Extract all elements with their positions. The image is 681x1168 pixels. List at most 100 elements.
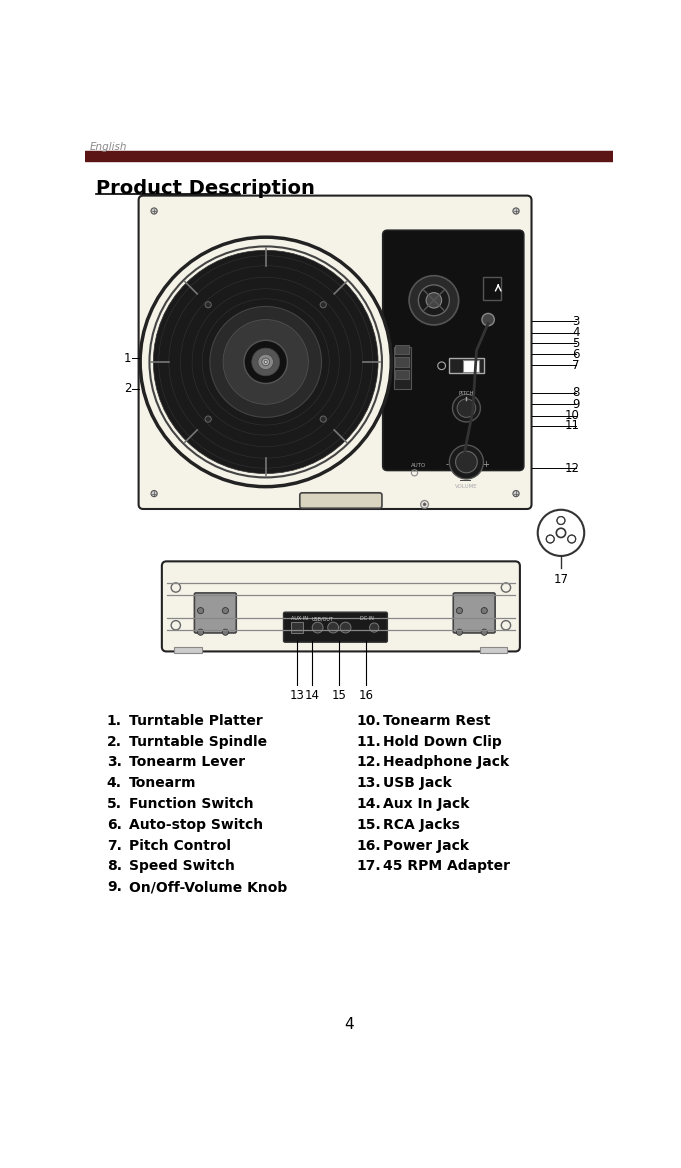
Text: 45 RPM Adapter: 45 RPM Adapter	[383, 860, 511, 874]
Text: Tonearm Rest: Tonearm Rest	[383, 714, 491, 728]
Text: 1: 1	[124, 352, 131, 364]
Bar	[483, 277, 501, 300]
Circle shape	[151, 491, 157, 496]
Circle shape	[340, 623, 351, 633]
Circle shape	[205, 301, 211, 308]
Bar	[330, 200, 345, 207]
Bar	[229, 200, 244, 207]
Text: 13.: 13.	[356, 777, 381, 791]
Text: 10.: 10.	[356, 714, 381, 728]
Text: 14.: 14.	[356, 797, 381, 811]
Text: Aux In Jack: Aux In Jack	[383, 797, 470, 811]
Circle shape	[409, 276, 459, 325]
Text: 4: 4	[572, 326, 580, 339]
Text: Turntable Spindle: Turntable Spindle	[129, 735, 267, 749]
Text: 5.: 5.	[107, 797, 122, 811]
Text: 6: 6	[572, 348, 580, 361]
Text: 12.: 12.	[356, 756, 381, 770]
FancyBboxPatch shape	[383, 230, 524, 471]
Circle shape	[151, 208, 157, 214]
Text: 12: 12	[565, 461, 580, 474]
Text: 8.: 8.	[107, 860, 122, 874]
Bar	[200, 200, 215, 207]
FancyBboxPatch shape	[454, 593, 495, 633]
Text: RCA Jacks: RCA Jacks	[383, 818, 460, 832]
Bar	[449, 359, 484, 374]
Text: 8: 8	[572, 387, 580, 399]
Circle shape	[423, 503, 426, 506]
Circle shape	[557, 516, 565, 524]
Circle shape	[452, 395, 480, 422]
Circle shape	[482, 313, 494, 326]
Circle shape	[312, 623, 323, 633]
Text: 9.: 9.	[107, 881, 122, 895]
Text: USB Jack: USB Jack	[383, 777, 452, 791]
FancyBboxPatch shape	[162, 562, 520, 652]
Circle shape	[481, 607, 488, 613]
Circle shape	[244, 340, 287, 383]
Text: PITCH: PITCH	[458, 391, 474, 396]
Circle shape	[223, 320, 308, 404]
Bar	[395, 369, 409, 378]
Text: 4.: 4.	[107, 777, 122, 791]
Text: Turntable Platter: Turntable Platter	[129, 714, 262, 728]
Text: DC IN: DC IN	[360, 616, 373, 621]
FancyBboxPatch shape	[194, 593, 236, 633]
Circle shape	[418, 285, 449, 315]
Circle shape	[262, 359, 270, 366]
Bar	[291, 623, 303, 633]
Circle shape	[222, 630, 229, 635]
Circle shape	[197, 630, 204, 635]
Bar	[395, 357, 409, 367]
Circle shape	[320, 301, 326, 308]
Text: 2: 2	[124, 382, 131, 396]
Text: 7.: 7.	[107, 839, 122, 853]
Circle shape	[568, 535, 575, 543]
Circle shape	[197, 607, 204, 613]
Bar	[170, 200, 186, 207]
Text: 1.: 1.	[107, 714, 122, 728]
Text: Speed Switch: Speed Switch	[129, 860, 234, 874]
Circle shape	[320, 416, 326, 422]
Text: 2.: 2.	[107, 735, 122, 749]
Text: Tonearm: Tonearm	[129, 777, 196, 791]
Circle shape	[556, 528, 566, 537]
FancyBboxPatch shape	[300, 493, 382, 508]
Circle shape	[210, 306, 321, 417]
Text: AUX IN: AUX IN	[291, 616, 308, 621]
Text: 7: 7	[572, 359, 580, 371]
Text: 10: 10	[565, 409, 580, 423]
Circle shape	[426, 293, 441, 308]
Text: 17: 17	[554, 572, 569, 586]
Circle shape	[258, 354, 274, 369]
Text: USB/OUT: USB/OUT	[311, 616, 333, 621]
Circle shape	[456, 607, 462, 613]
Text: English: English	[90, 142, 127, 153]
Text: 4: 4	[344, 1016, 353, 1031]
Circle shape	[456, 451, 477, 473]
Text: Tonearm Lever: Tonearm Lever	[129, 756, 244, 770]
Text: 17.: 17.	[356, 860, 381, 874]
Text: Headphone Jack: Headphone Jack	[383, 756, 509, 770]
Text: VOLUME: VOLUME	[455, 484, 478, 488]
Text: 9: 9	[572, 398, 580, 411]
Bar	[460, 453, 469, 470]
Bar	[85, 151, 613, 161]
Text: On/Off-Volume Knob: On/Off-Volume Knob	[129, 881, 287, 895]
Text: Pitch Control: Pitch Control	[129, 839, 231, 853]
Circle shape	[513, 491, 519, 496]
Text: 16.: 16.	[356, 839, 381, 853]
Bar	[459, 200, 474, 207]
Text: 5: 5	[572, 336, 580, 350]
Circle shape	[205, 416, 211, 422]
Circle shape	[513, 208, 519, 214]
Circle shape	[546, 535, 554, 543]
Bar	[174, 647, 202, 653]
Bar	[395, 345, 409, 354]
Bar	[360, 200, 375, 207]
Circle shape	[370, 623, 379, 632]
Circle shape	[481, 630, 488, 635]
Text: -: -	[445, 460, 449, 468]
Bar	[394, 347, 411, 389]
Text: Auto-stop Switch: Auto-stop Switch	[129, 818, 263, 832]
